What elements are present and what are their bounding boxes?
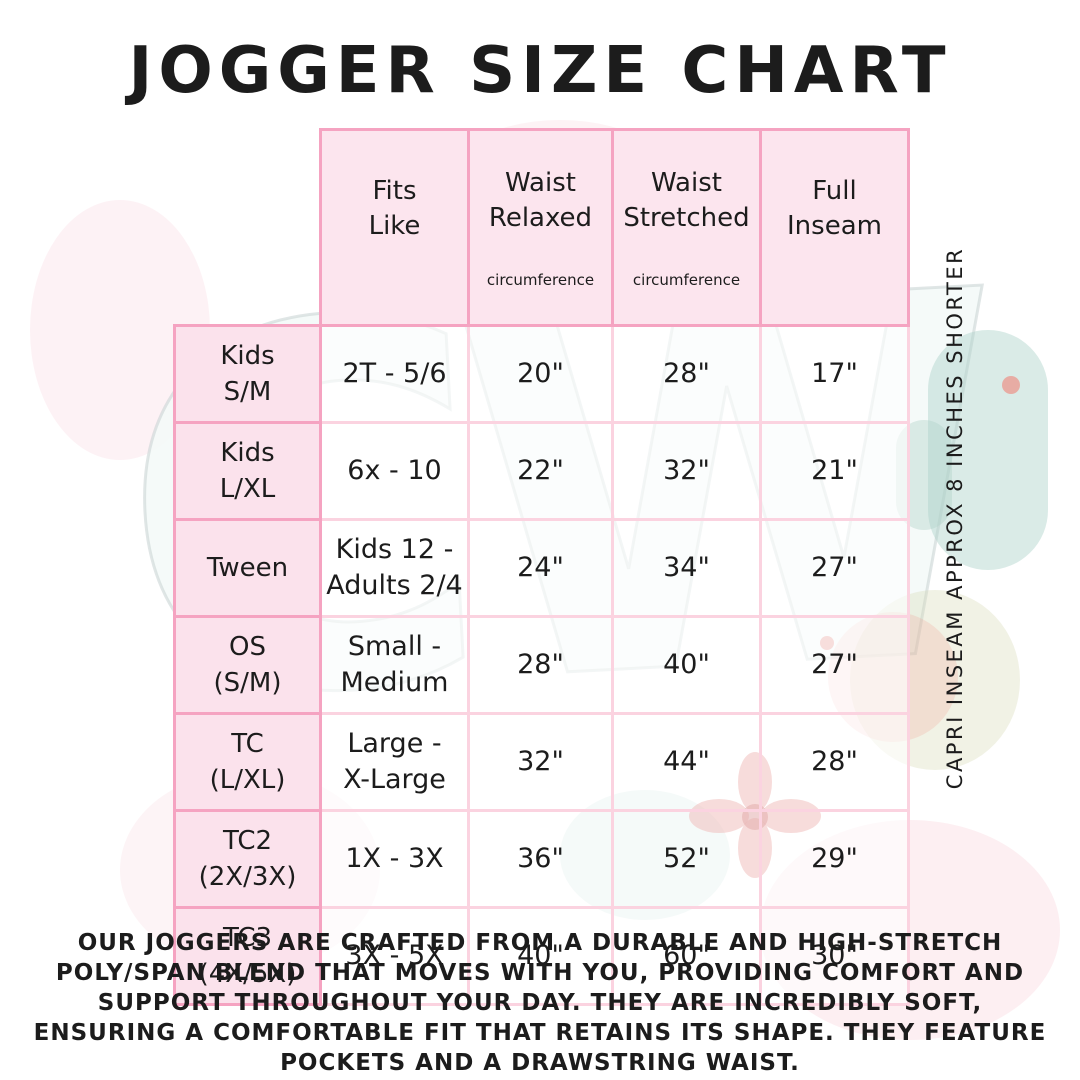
table-row: TC (L/XL) Large - X-Large 32" 44" 28": [173, 711, 910, 812]
column-header-fits-like: Fits Like: [319, 128, 470, 327]
column-header-sub: circumference: [632, 271, 741, 290]
cell-relaxed: 32": [467, 711, 614, 812]
table-row: Kids S/M 2T - 5/6 20" 28" 17": [173, 323, 910, 424]
description-line: POLY/SPAN BLEND THAT MOVES WITH YOU, PRO…: [55, 960, 1025, 986]
table-row: OS (S/M) Small - Medium 28" 40" 27": [173, 614, 910, 715]
cactus-watermark: [928, 330, 1048, 570]
description-line: POCKETS AND A DRAWSTRING WAIST.: [280, 1050, 800, 1076]
cell-inseam: 17": [759, 323, 910, 424]
capri-inseam-note: CAPRI INSEAM APPROX 8 INCHES SHORTER: [943, 246, 967, 790]
description-line: OUR JOGGERS ARE CRAFTED FROM A DURABLE A…: [77, 930, 1003, 956]
header-spacer: [175, 130, 321, 326]
size-table: Fits Like Waist Relaxed circumference Wa…: [173, 128, 910, 1006]
table-row: Tween Kids 12 - Adults 2/4 24" 34" 27": [173, 517, 910, 618]
flower-bud-watermark: [1002, 376, 1020, 394]
cell-fits: 1X - 3X: [319, 808, 470, 909]
cell-stretched: 40": [611, 614, 762, 715]
cell-stretched: 28": [611, 323, 762, 424]
cell-relaxed: 40": [467, 905, 614, 1006]
description-line: SUPPORT THROUGHOUT YOUR DAY. THEY ARE IN…: [97, 990, 983, 1016]
cell-relaxed: 20": [467, 323, 614, 424]
column-header-full-inseam: Full Inseam: [759, 128, 910, 327]
column-header-waist-relaxed: Waist Relaxed circumference: [467, 128, 614, 327]
cell-stretched: 44": [611, 711, 762, 812]
cell-fits: Small - Medium: [319, 614, 470, 715]
cell-stretched: 52": [611, 808, 762, 909]
column-header-label: Full Inseam: [787, 176, 882, 242]
cell-inseam: 30": [759, 905, 910, 1006]
cell-stretched: 32": [611, 420, 762, 521]
description-line: ENSURING A COMFORTABLE FIT THAT RETAINS …: [33, 1020, 1047, 1046]
cell-stretched: 34": [611, 517, 762, 618]
column-header-label: Fits Like: [368, 176, 421, 242]
cell-inseam: 21": [759, 420, 910, 521]
cell-stretched: 60": [611, 905, 762, 1006]
column-header-waist-stretched: Waist Stretched circumference: [611, 128, 762, 327]
row-label: OS (S/M): [173, 614, 322, 715]
cell-relaxed: 22": [467, 420, 614, 521]
cell-relaxed: 24": [467, 517, 614, 618]
table-row: TC3 (4X/5X) 3X - 5X 40" 60" 30": [173, 905, 910, 1006]
table-header-row: Fits Like Waist Relaxed circumference Wa…: [175, 128, 910, 327]
table-row: Kids L/XL 6x - 10 22" 32" 21": [173, 420, 910, 521]
cell-fits: 6x - 10: [319, 420, 470, 521]
row-label: Tween: [173, 517, 322, 618]
cell-inseam: 29": [759, 808, 910, 909]
cell-fits: 3X - 5X: [319, 905, 470, 1006]
cell-fits: Kids 12 - Adults 2/4: [319, 517, 470, 618]
cell-inseam: 27": [759, 517, 910, 618]
column-header-sub: circumference: [486, 271, 595, 290]
row-label: TC2 (2X/3X): [173, 808, 322, 909]
cell-relaxed: 28": [467, 614, 614, 715]
table-row: TC2 (2X/3X) 1X - 3X 36" 52" 29": [173, 808, 910, 909]
page-title: JOGGER SIZE CHART: [128, 34, 952, 108]
cell-fits: Large - X-Large: [319, 711, 470, 812]
cell-inseam: 28": [759, 711, 910, 812]
size-table-body: Kids S/M 2T - 5/6 20" 28" 17" Kids L/XL 6x - 1…: [173, 323, 910, 1006]
row-label: Kids S/M: [173, 323, 322, 424]
row-label: Kids L/XL: [173, 420, 322, 521]
cell-inseam: 27": [759, 614, 910, 715]
row-label: TC (L/XL): [173, 711, 322, 812]
column-header-label: Waist Relaxed: [488, 168, 593, 234]
column-header-label: Waist Stretched: [623, 168, 750, 234]
product-description: OUR JOGGERS ARE CRAFTED FROM A DURABLE A…: [0, 928, 1080, 1078]
cell-fits: 2T - 5/6: [319, 323, 470, 424]
cell-relaxed: 36": [467, 808, 614, 909]
row-label: TC3 (4X/5X): [173, 905, 322, 1006]
